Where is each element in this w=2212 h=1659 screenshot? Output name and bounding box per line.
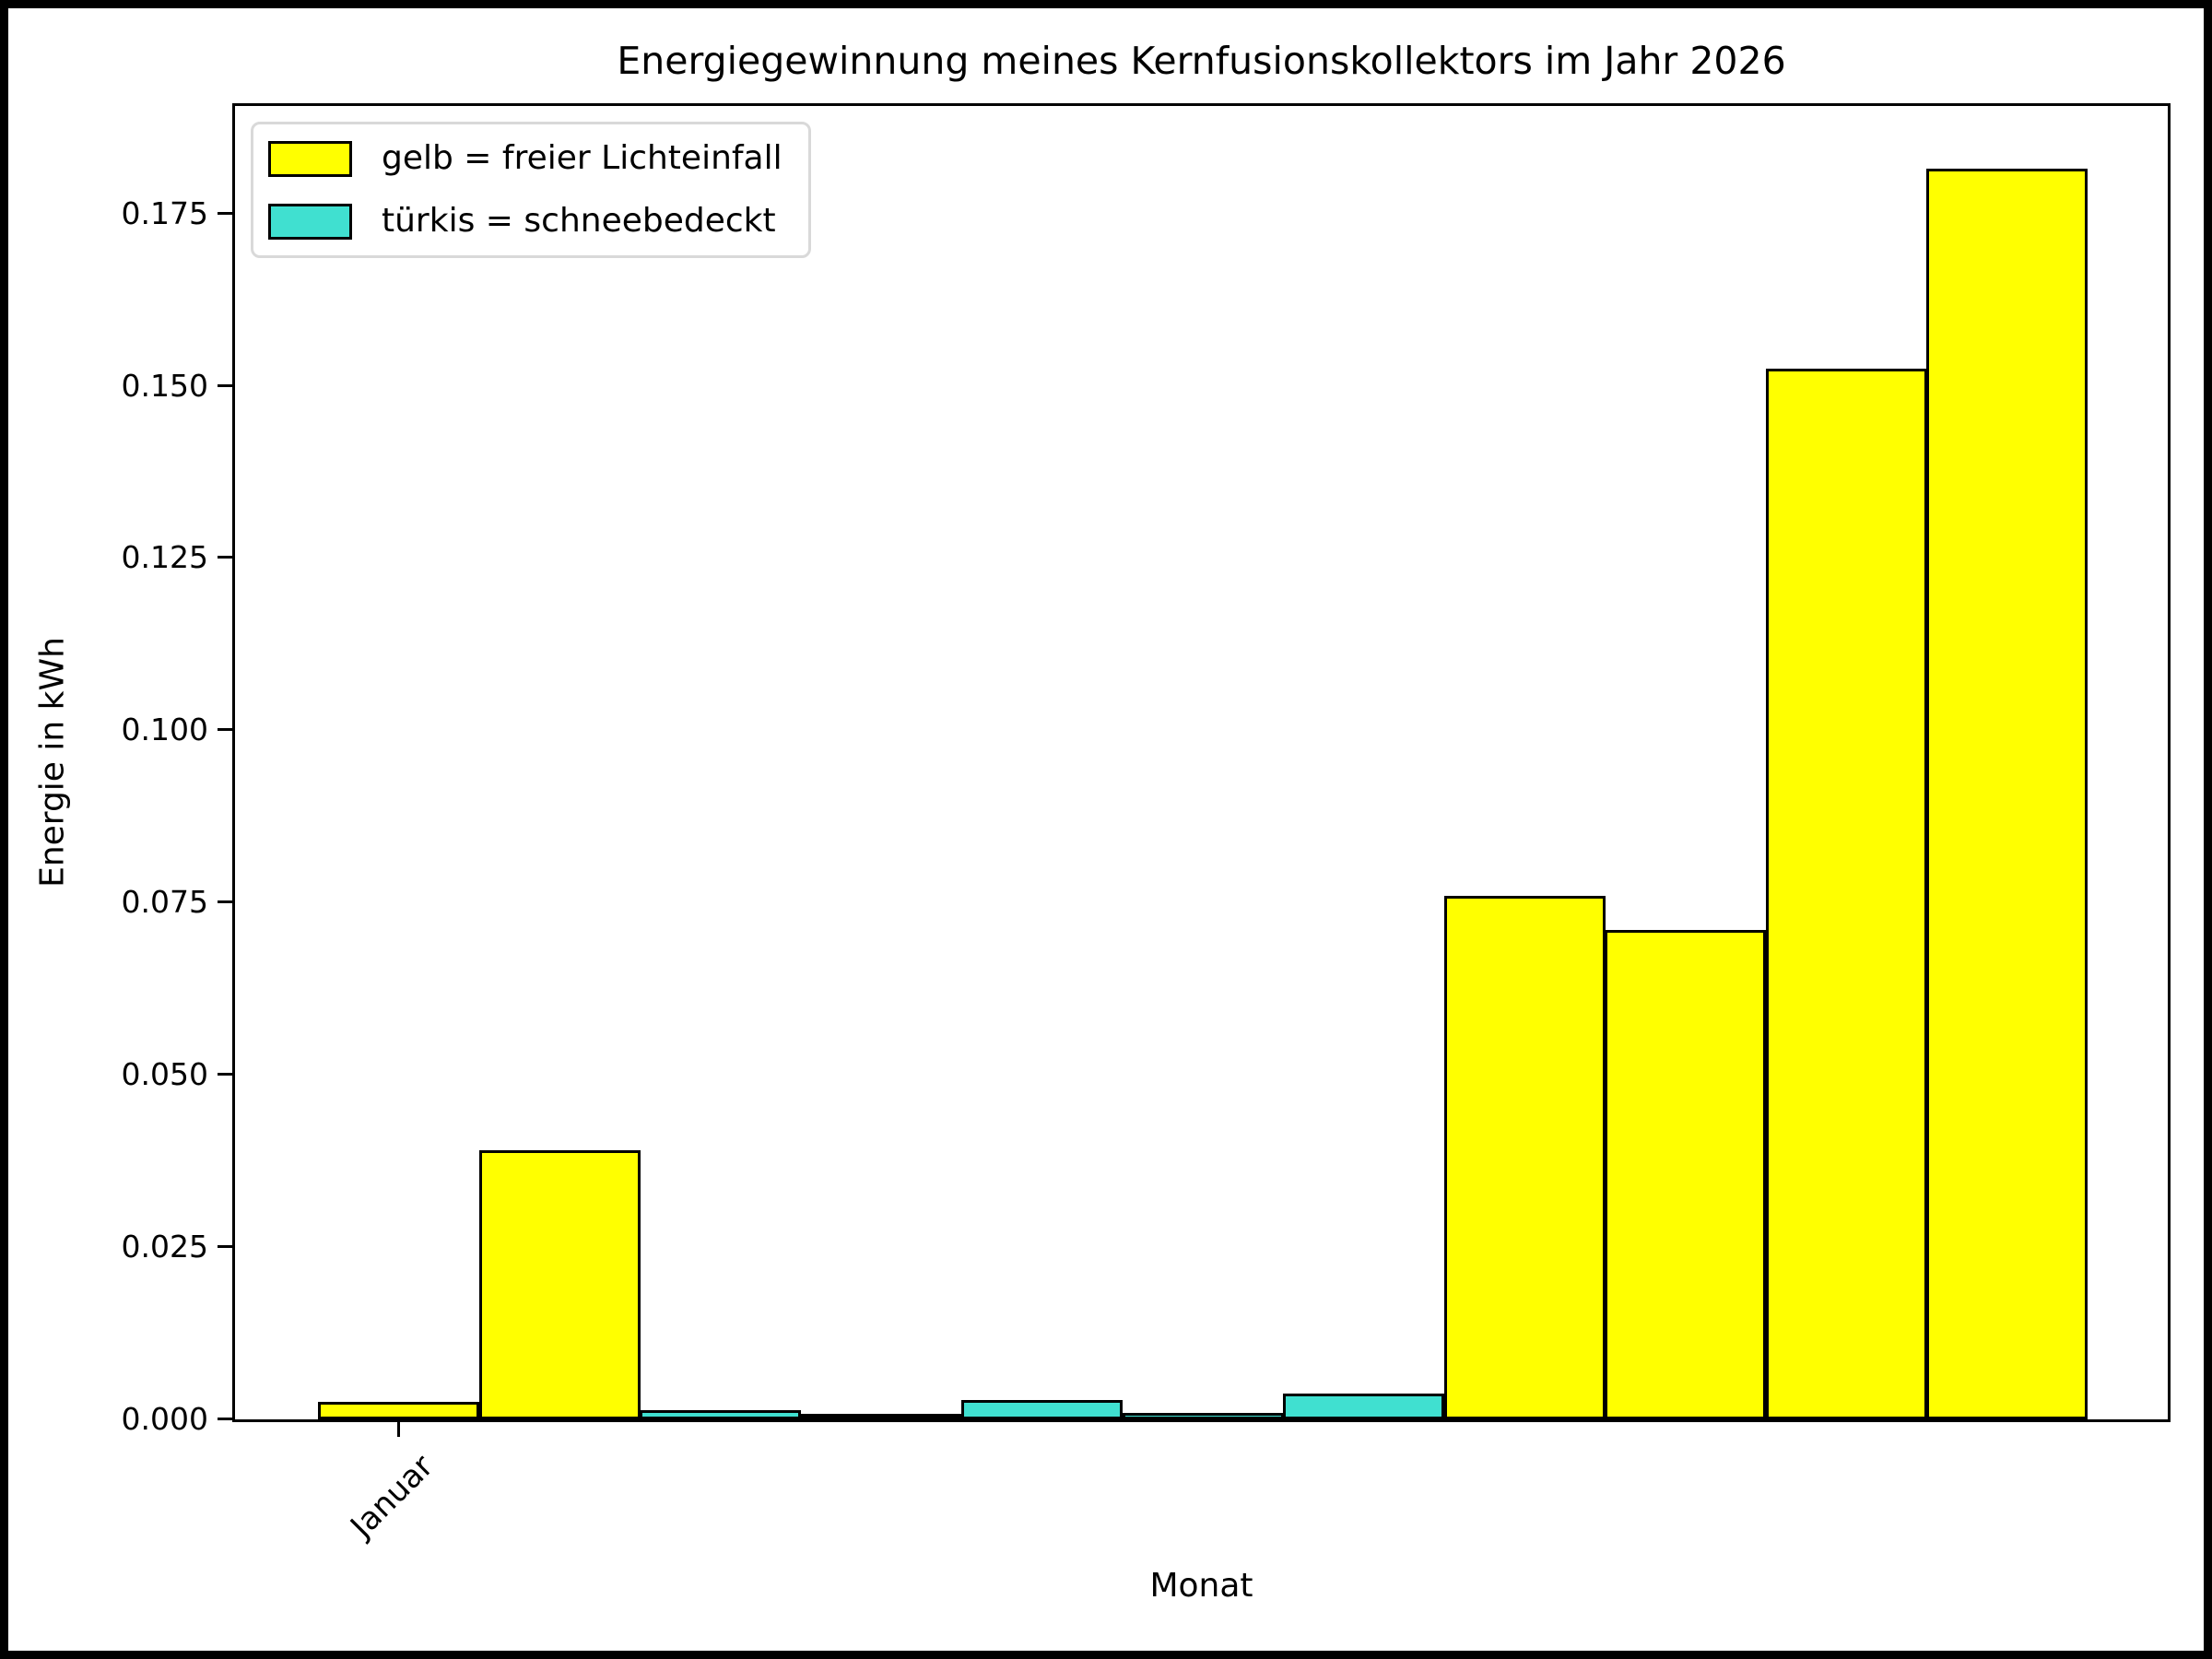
- bars-container: [235, 106, 2168, 1419]
- y-tick-label-0.175: 0.175: [121, 195, 208, 231]
- bar-4: [801, 1414, 962, 1419]
- y-tick-label-0.100: 0.100: [121, 712, 208, 747]
- bar-9: [1605, 930, 1766, 1419]
- y-tick-mark-0.075: [218, 900, 232, 903]
- chart-title: Energiegewinnung meines Kernfusionskolle…: [617, 39, 1786, 83]
- y-tick-label-0.025: 0.025: [121, 1229, 208, 1265]
- legend-label-tuerkis: türkis = schneebedeckt: [382, 202, 776, 240]
- y-tick-label-0.150: 0.150: [121, 368, 208, 404]
- y-tick-mark-0.175: [218, 212, 232, 215]
- bar-1-januar: [318, 1402, 479, 1419]
- bar-11: [1926, 169, 2088, 1419]
- legend-swatch-turquoise: [268, 203, 352, 240]
- y-axis-title: Energie in kWh: [33, 637, 72, 888]
- bar-10: [1766, 369, 1927, 1419]
- x-tick-label-januar: Januar: [344, 1448, 441, 1546]
- bar-5: [961, 1400, 1123, 1419]
- legend: gelb = freier Lichteinfall türkis = schn…: [251, 122, 811, 258]
- bar-7: [1283, 1394, 1444, 1419]
- legend-swatch-yellow: [268, 140, 352, 177]
- bar-6: [1123, 1413, 1284, 1419]
- y-tick-mark-0.150: [218, 384, 232, 387]
- x-tick-januar: [397, 1422, 400, 1437]
- y-tick-label-0.125: 0.125: [121, 539, 208, 575]
- y-tick-mark-0.050: [218, 1073, 232, 1076]
- y-tick-label-0.075: 0.075: [121, 884, 208, 920]
- legend-item-tuerkis: türkis = schneebedeckt: [268, 203, 782, 240]
- y-tick-mark-0.125: [218, 556, 232, 559]
- y-tick-mark-0.100: [218, 728, 232, 731]
- bar-3: [640, 1410, 801, 1419]
- legend-item-gelb: gelb = freier Lichteinfall: [268, 140, 782, 177]
- y-tick-label-0.000: 0.000: [121, 1401, 208, 1437]
- y-tick-label-0.050: 0.050: [121, 1056, 208, 1092]
- y-tick-mark-0.025: [218, 1245, 232, 1248]
- legend-label-gelb: gelb = freier Lichteinfall: [382, 139, 782, 177]
- x-axis-title: Monat: [1149, 1567, 1253, 1605]
- plot-area: [232, 103, 2171, 1422]
- bar-8: [1444, 896, 1606, 1419]
- bar-2: [479, 1150, 641, 1419]
- y-tick-mark-0.000: [218, 1418, 232, 1420]
